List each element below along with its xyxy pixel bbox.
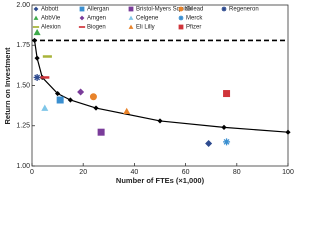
y-tick-label: 2.00 bbox=[16, 2, 30, 9]
legend-marker bbox=[221, 6, 227, 12]
company-marker bbox=[40, 76, 50, 79]
x-tick-label: 0 bbox=[30, 169, 34, 176]
frontier-point bbox=[34, 55, 40, 61]
legend-label: Celgene bbox=[136, 16, 159, 22]
frontier-point bbox=[55, 90, 61, 97]
legend-label: Allergan bbox=[87, 7, 109, 13]
plot-frame bbox=[31, 4, 289, 167]
company-marker bbox=[205, 139, 213, 147]
x-axis-label: Number of FTEs (×1,000) bbox=[116, 176, 205, 185]
x-tick-label: 80 bbox=[233, 169, 241, 176]
company-marker bbox=[89, 93, 97, 101]
company-marker bbox=[33, 73, 41, 81]
legend-label: Pfizer bbox=[186, 25, 201, 31]
y-tick-label: 1.00 bbox=[16, 163, 30, 170]
company-marker bbox=[77, 88, 85, 96]
legend-label: Abbott bbox=[41, 7, 59, 13]
legend-label: Eli Lilly bbox=[136, 25, 155, 31]
legend-marker bbox=[32, 26, 40, 28]
legend-label: Merck bbox=[186, 16, 203, 22]
y-tick-label: 1.75 bbox=[16, 42, 30, 49]
legend-marker bbox=[178, 24, 184, 30]
company-marker bbox=[41, 104, 49, 111]
chart: Number of FTEs (×1,000) Return on Invest… bbox=[3, 2, 294, 185]
legend-marker bbox=[178, 6, 184, 12]
legend-label: Alexion bbox=[41, 25, 61, 31]
company-marker bbox=[123, 107, 131, 115]
legend-marker bbox=[128, 24, 134, 29]
legend-label: Gilead bbox=[186, 7, 203, 13]
y-tick-label: 1.25 bbox=[16, 123, 30, 130]
x-tick-label: 20 bbox=[79, 169, 87, 176]
company-marker bbox=[223, 90, 231, 98]
legend-label: Regeneron bbox=[229, 7, 259, 13]
page: {"chart_data": {"type": "scatter", "x_la… bbox=[2, 1, 294, 185]
frontier-point bbox=[157, 118, 163, 124]
x-tick-label: 60 bbox=[182, 169, 190, 176]
y-axis-label: Return on Investment bbox=[3, 47, 12, 125]
legend-marker bbox=[79, 15, 85, 21]
frontier-point bbox=[67, 97, 73, 103]
x-tick-label: 40 bbox=[131, 169, 139, 176]
company-marker bbox=[56, 96, 64, 104]
frontier-line bbox=[33, 40, 289, 133]
frontier-point bbox=[93, 105, 99, 111]
legend-label: AbbVie bbox=[41, 16, 61, 22]
legend-label: Amgen bbox=[87, 16, 106, 22]
legend-label: Biogen bbox=[87, 25, 106, 31]
company-marker bbox=[97, 128, 105, 136]
company-marker bbox=[42, 55, 52, 58]
legend-label: Bristol-Myers Squibb bbox=[136, 7, 192, 13]
company-marker bbox=[33, 28, 41, 36]
legend-marker bbox=[178, 15, 184, 21]
frontier-point bbox=[221, 124, 227, 130]
frontier-point bbox=[31, 37, 38, 44]
frontier-point bbox=[285, 129, 291, 135]
legend-marker bbox=[78, 26, 86, 28]
legend-marker bbox=[33, 15, 39, 20]
legend-marker bbox=[128, 6, 134, 12]
company-marker bbox=[223, 138, 231, 146]
legend-marker bbox=[79, 6, 85, 12]
legend-marker bbox=[33, 6, 39, 12]
legend-marker bbox=[128, 15, 134, 20]
x-tick-label: 100 bbox=[282, 169, 294, 176]
y-tick-label: 1.50 bbox=[16, 82, 30, 89]
